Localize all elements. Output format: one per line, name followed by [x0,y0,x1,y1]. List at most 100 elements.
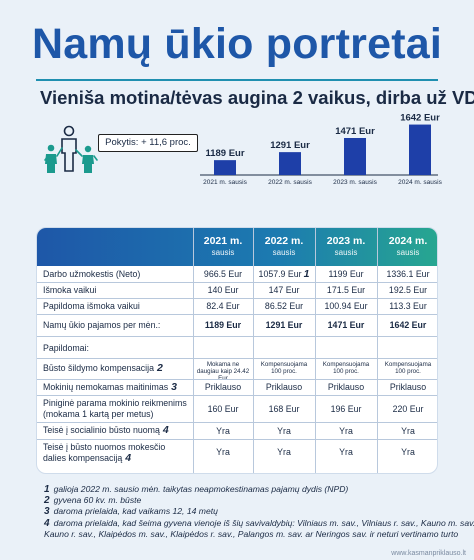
cell-value: 113.3 Eur [389,301,427,311]
cell-value: 147 Eur [268,285,300,295]
row-label-text: Teisė į būsto nuomos mokesčio [43,442,166,452]
cell-value: 196 Eur [330,403,362,414]
table-cell: 168 Eur [255,404,313,414]
table-cell: Yra [379,447,437,457]
bar-data-label: 1291 Eur [270,140,310,151]
bar-data-label: 1471 Eur [335,126,375,137]
footnote-number: 1 [44,484,50,495]
footnote-text: Kauno r. sav., Klaipėdos m. sav., Klaipė… [44,528,459,539]
table-cell: Yra [255,426,313,436]
column-month: sausis [334,248,358,257]
cell-value: 1336.1 Eur [386,269,430,279]
footnote: 3 daroma prielaida, kad vaikams 12, 14 me… [44,506,464,517]
x-tick-label: 2023 m. sausis [333,179,377,186]
table-cell: 966.5 Eur [195,269,251,279]
column-divider [193,228,194,473]
footnote: 4 daroma prielaida, kad šeima gyvena vien… [44,518,474,529]
cell-value: 168 Eur [268,403,300,414]
row-divider [37,298,437,299]
column-divider [253,228,254,473]
table-cell: 1189 Eur [195,320,251,330]
cell-value: Kompensuojama 100 proc. [260,361,308,375]
row-divider [37,336,437,337]
table-cell: 1199 Eur [317,269,375,279]
table-cell: 147 Eur [255,285,313,295]
cell-value: 82.4 Eur [206,301,240,311]
table-cell: Kompensuojama 100 proc. [317,361,375,375]
table-cell: 1057.9 Eur 1 [255,268,313,280]
column-month: sausis [211,248,235,257]
cell-value: 220 Eur [392,403,424,414]
bar-4 [409,124,431,175]
footnote-number: 2 [44,495,50,507]
row-divider [37,439,437,440]
row-label-text: Būsto šildymo kompensacija [43,363,154,373]
table-cell: 113.3 Eur [379,301,437,311]
additional-section-label: Papildomai: [43,343,89,353]
title-divider [36,79,438,81]
column-year: 2024 m. [388,235,428,247]
table-header: 2021 m. sausis 2022 m. sausis 2023 m. sausis 2… [37,228,437,266]
table-cell: Kompensuojama 100 proc. [255,361,313,375]
footnote: 1 galioja 2022 m. sausio mėn. taikytas ne… [44,484,464,495]
cell-value: Yra [216,447,230,457]
row-label-text: Išmoka vaikui [43,285,97,295]
cell-value: Priklauso [389,382,427,392]
cell-value: 140 Eur [207,285,239,295]
cell-value: 1471 Eur [327,320,365,330]
footnote-ref: 4 [162,424,169,436]
row-label-text: Papildoma išmoka vaikui [43,301,140,311]
footnote: Kauno r. sav., Klaipėdos m. sav., Klaipė… [44,529,464,539]
footnote-text: daroma prielaida, kad vaikams 12, 14 met… [53,506,218,517]
website-url: www.kasmanpriklauso.lt [391,550,466,557]
cell-value: Yra [277,425,291,436]
table-cell: Priklauso [317,382,375,392]
footnotes: 1 galioja 2022 m. sausio mėn. taikytas ne… [44,484,474,539]
table-cell: Kompensuojama 100 proc. [379,361,437,375]
table-cell: Yra [255,447,313,457]
cell-value: Priklauso [327,382,365,392]
change-badge: Pokytis: + 11,6 proc. [98,134,198,152]
table-cell: 82.4 Eur [195,301,251,311]
column-header: 2022 m. sausis [253,228,315,266]
cell-value: 171.5 Eur [326,285,366,295]
footnote-ref: 4 [125,452,132,464]
row-label-text: (mokama 1 kartą per metus) [43,409,154,419]
footnote-number: 3 [44,506,50,518]
row-label: Teisė į būsto nuomos mokesčio dalies komp… [43,442,165,464]
cell-value: 1057.9 Eur [258,269,302,279]
column-header: 2024 m. sausis [377,228,437,266]
table-cell: 1291 Eur [255,320,313,330]
row-divider [37,282,437,283]
column-divider [315,228,316,473]
x-tick-label: 2024 m. sausis [398,179,442,186]
cell-value: Kompensuojama 100 proc. [384,361,432,375]
row-divider [37,422,437,423]
table-cell: 1336.1 Eur [379,269,437,279]
cell-value: 1189 Eur [204,320,242,330]
footnote-ref: 1 [303,268,310,280]
row-label: Namų ūkio pajamos per mėn.: [43,320,160,331]
cell-value: Priklauso [265,382,303,392]
table-cell: 220 Eur [379,404,437,414]
table-cell: 1471 Eur [317,320,375,330]
table-cell: Priklauso [379,382,437,392]
row-label: Būsto šildymo kompensacija 2 [43,363,163,374]
column-header: 2021 m. sausis [193,228,253,266]
cell-value: Yra [401,425,415,436]
table-cell: 160 Eur [195,404,251,414]
row-label: Išmoka vaikui [43,285,96,296]
x-tick-label: 2021 m. sausis [203,179,247,186]
table-cell: 86.52 Eur [255,301,313,311]
row-label: Teisė į socialinio būsto nuomą 4 [43,425,169,436]
bar-1 [214,160,236,175]
bar-data-label: 1189 Eur [205,148,244,159]
table-cell: 171.5 Eur [317,285,375,295]
table-cell: Yra [317,447,375,457]
family-icon [44,125,98,173]
footnote-ref: 3 [171,380,177,393]
row-label: Mokinių nemokamas maitinimas 3 [43,380,177,393]
cell-value: 1642 Eur [389,320,427,330]
table-cell: 140 Eur [195,285,251,295]
cell-value: Yra [339,447,353,457]
